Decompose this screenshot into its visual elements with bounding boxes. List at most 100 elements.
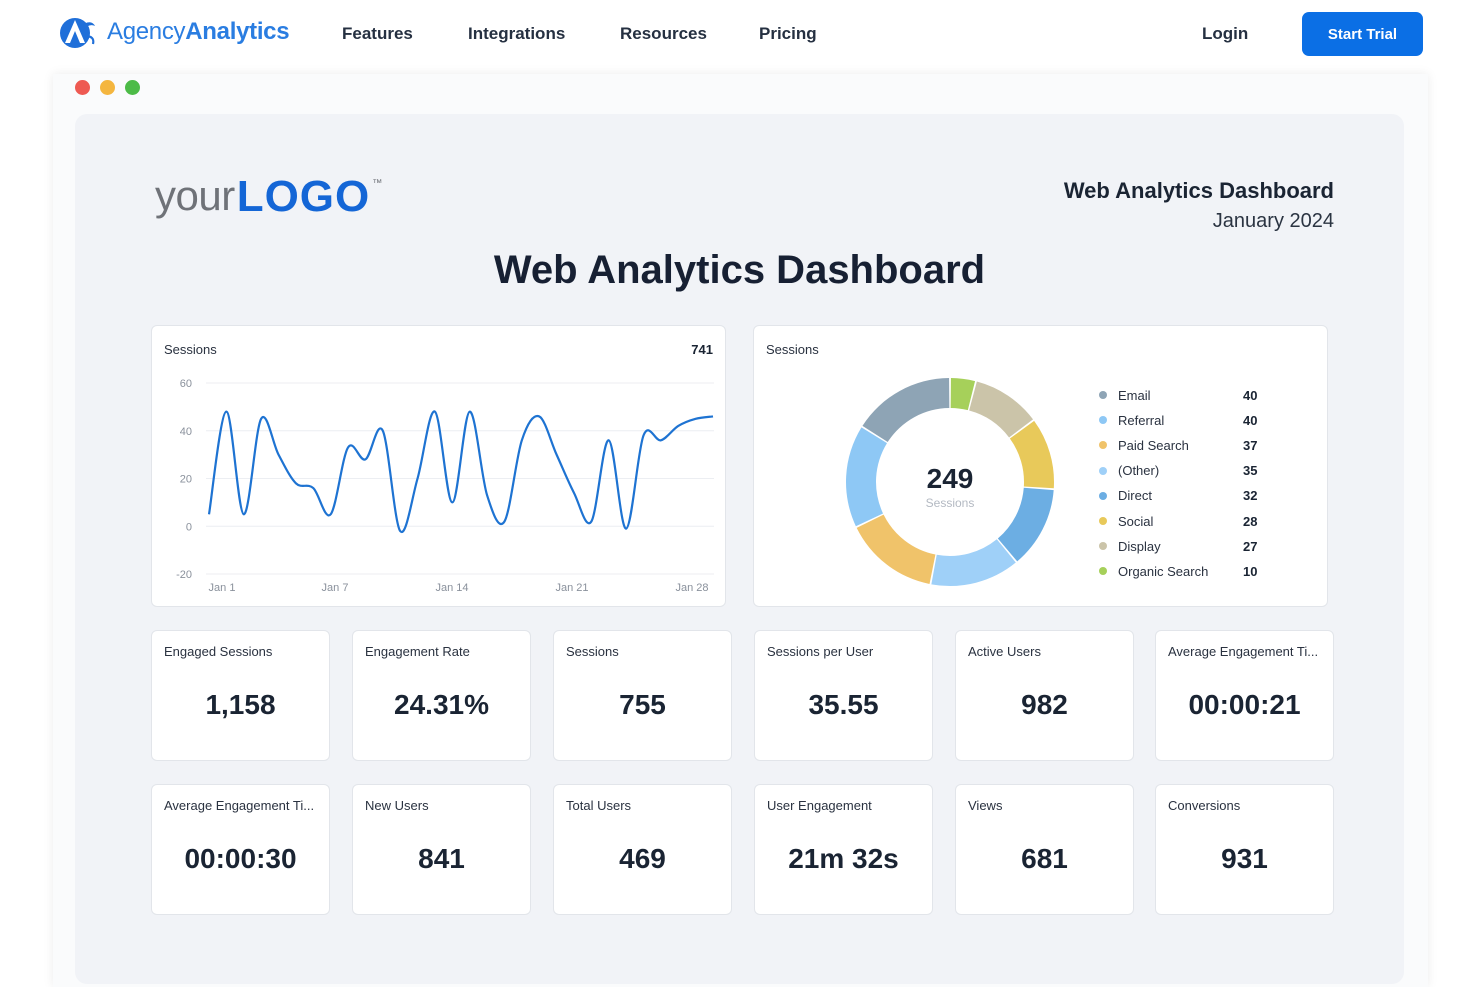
kpi-value: 00:00:21 [1188, 689, 1301, 720]
report-panel: your LOGO ™ Web Analytics Dashboard Janu… [75, 114, 1404, 984]
legend-value: 32 [1243, 488, 1258, 504]
legend-swatch [1099, 517, 1107, 525]
legend-item[interactable]: Organic Search 10 [1099, 563, 1269, 579]
kpi-card: User Engagement 21m 32s [754, 784, 933, 915]
legend-value: 28 [1243, 513, 1258, 529]
brand-name: AgencyAnalytics [107, 18, 290, 46]
window-minimize-dot [100, 80, 115, 95]
legend-label: Referral [1118, 412, 1165, 428]
kpi-value: 00:00:30 [184, 843, 297, 874]
legend-value: 40 [1243, 387, 1258, 403]
nav-link-pricing[interactable]: Pricing [759, 24, 817, 43]
kpi-label: Conversions [1168, 798, 1241, 813]
kpi-value: 841 [418, 843, 465, 874]
donut-center-label: Sessions [926, 496, 975, 510]
kpi-label: Sessions per User [767, 644, 874, 659]
kpi-value: 35.55 [808, 689, 879, 720]
donut-slice-email[interactable] [862, 378, 950, 443]
start-trial-button[interactable]: Start Trial [1302, 12, 1423, 56]
donut-slice-display[interactable] [969, 381, 1034, 438]
browser-window-mockup: your LOGO ™ Web Analytics Dashboard Janu… [53, 74, 1428, 987]
donut-slice-other[interactable] [931, 539, 1016, 586]
donut-slice-direct[interactable] [997, 487, 1054, 562]
donut-slice-referral[interactable] [846, 427, 888, 527]
y-tick-label: 0 [186, 521, 192, 533]
logo-text-bold: LOGO [236, 172, 371, 221]
legend-label: Direct [1118, 488, 1152, 504]
client-logo: your LOGO ™ [155, 172, 382, 222]
logo-text-light: your [155, 172, 235, 219]
kpi-card: Sessions per User 35.55 [754, 630, 933, 761]
kpi-card: Average Engagement Ti... 00:00:21 [1155, 630, 1334, 761]
kpi-value: 755 [619, 689, 666, 720]
legend-label: Display [1118, 538, 1161, 554]
window-maximize-dot [125, 80, 140, 95]
brand-name-bold: Analytics [185, 18, 290, 45]
sessions-line-card: Sessions 741 60 40 20 0 -20 Jan 1 Jan 7 Jan 14 J… [151, 325, 726, 607]
report-header-date: January 2024 [1212, 210, 1334, 232]
window-close-dot [75, 80, 90, 95]
donut-slice-social[interactable] [1009, 420, 1054, 489]
legend-item[interactable]: Referral 40 [1099, 412, 1269, 428]
kpi-label: Average Engagement Ti... [1168, 644, 1319, 659]
legend-label: (Other) [1118, 463, 1160, 479]
sessions-donut-card: Sessions 249 Sessions Email 40 Referral 40 P… [753, 325, 1328, 607]
legend-label: Social [1118, 513, 1154, 529]
kpi-label: Sessions [566, 644, 619, 659]
sessions-series-line [207, 410, 714, 534]
kpi-value: 24.31% [394, 689, 489, 720]
nav-link-resources[interactable]: Resources [620, 24, 707, 43]
legend-label: Paid Search [1118, 437, 1189, 453]
legend-swatch [1099, 567, 1107, 576]
kpi-card: Engaged Sessions 1,158 [151, 630, 330, 761]
legend-label: Organic Search [1118, 563, 1209, 579]
kpi-label: Engaged Sessions [164, 644, 273, 659]
donut-slice-paid-search[interactable] [856, 514, 936, 584]
x-tick-label: Jan 28 [675, 582, 708, 594]
legend-item[interactable]: Direct 32 [1099, 488, 1269, 504]
donut-card-label: Sessions [766, 342, 819, 357]
legend-value: 37 [1243, 437, 1258, 453]
logo-trademark: ™ [372, 178, 383, 189]
line-card-total: 741 [691, 342, 713, 357]
legend-item[interactable]: (Other) 35 [1099, 463, 1269, 479]
nav-link-features[interactable]: Features [342, 24, 413, 43]
legend-swatch [1099, 441, 1107, 450]
x-tick-label: Jan 21 [555, 582, 588, 594]
kpi-card: Average Engagement Ti... 00:00:30 [151, 784, 330, 915]
legend-item[interactable]: Paid Search 37 [1099, 437, 1269, 453]
kpi-card: Views 681 [955, 784, 1134, 915]
sessions-donut-chart: 249 Sessions [846, 378, 1054, 586]
kpi-label: User Engagement [767, 798, 872, 813]
y-tick-label: 40 [180, 426, 192, 438]
x-tick-label: Jan 14 [435, 582, 468, 594]
legend-item[interactable]: Email 40 [1099, 387, 1269, 403]
y-tick-label: 20 [180, 474, 192, 486]
y-tick-label: 60 [180, 378, 192, 390]
kpi-value: 469 [619, 843, 666, 874]
kpi-card: Engagement Rate 24.31% [352, 630, 531, 761]
legend-swatch [1099, 391, 1107, 399]
kpi-label: New Users [365, 798, 429, 813]
kpi-card: Active Users 982 [955, 630, 1134, 761]
donut-center-value: 249 [927, 463, 974, 494]
report-title: Web Analytics Dashboard [493, 248, 986, 292]
kpi-value: 982 [1021, 689, 1068, 720]
kpi-value: 21m 32s [788, 843, 899, 874]
legend-value: 27 [1243, 538, 1258, 554]
kpi-card: Conversions 931 [1155, 784, 1334, 915]
legend-item[interactable]: Display 27 [1099, 538, 1269, 554]
brand-logo[interactable]: AgencyAnalytics [55, 12, 290, 52]
kpi-value: 931 [1221, 843, 1268, 874]
kpi-label: Engagement Rate [365, 644, 470, 659]
nav-link-integrations[interactable]: Integrations [468, 24, 566, 43]
legend-value: 35 [1243, 463, 1258, 479]
kpi-card: New Users 841 [352, 784, 531, 915]
donut-slice-organic-search[interactable] [950, 378, 976, 411]
x-tick-label: Jan 7 [322, 582, 349, 594]
login-link[interactable]: Login [1202, 24, 1249, 43]
x-tick-label: Jan 1 [209, 582, 236, 594]
kpi-label: Average Engagement Ti... [164, 798, 315, 813]
legend-item[interactable]: Social 28 [1099, 513, 1269, 529]
kpi-label: Active Users [968, 644, 1041, 659]
